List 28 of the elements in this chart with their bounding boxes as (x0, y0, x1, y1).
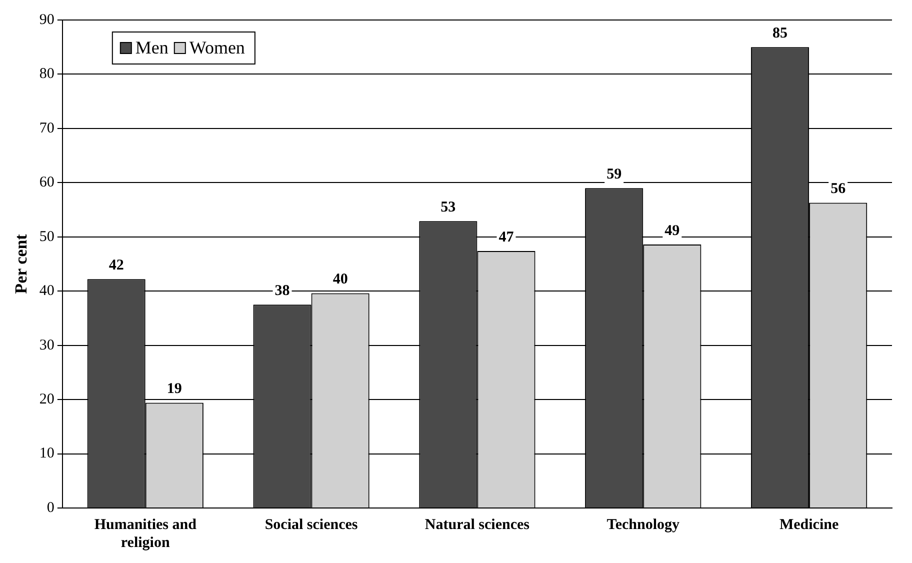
data-label: 42 (108, 258, 124, 274)
data-label: 40 (332, 272, 348, 288)
y-tick-label: 90 (39, 12, 54, 28)
y-tick-label: 60 (39, 174, 54, 191)
x-tick-label: Natural sciences (424, 516, 530, 533)
legend-label: Women (189, 38, 245, 58)
y-tick-label: 80 (39, 66, 54, 82)
data-label: 38 (274, 283, 290, 300)
x-tick-label: Humanities and religion (94, 516, 198, 551)
data-label: 59 (606, 166, 622, 182)
data-label: 53 (440, 200, 456, 216)
y-tick-label: 50 (39, 228, 54, 245)
legend-label: Men (135, 38, 168, 58)
y-tick-label: 20 (39, 391, 54, 408)
x-tick-label: Technology (606, 516, 680, 533)
data-label: 56 (830, 181, 846, 198)
y-axis-title: Per cent (12, 234, 31, 294)
y-tick-label: 0 (46, 500, 54, 516)
y-tick-label: 40 (39, 283, 54, 300)
x-tick-label: Medicine (779, 516, 839, 533)
data-label: 19 (166, 381, 182, 398)
y-tick-label: 30 (39, 337, 54, 354)
data-label: 47 (498, 229, 514, 246)
x-tick-label: Social sciences (264, 516, 358, 533)
data-label: 85 (772, 25, 788, 42)
y-tick-label: 70 (39, 120, 54, 136)
y-tick-label: 10 (39, 446, 54, 462)
data-label: 49 (664, 222, 680, 239)
